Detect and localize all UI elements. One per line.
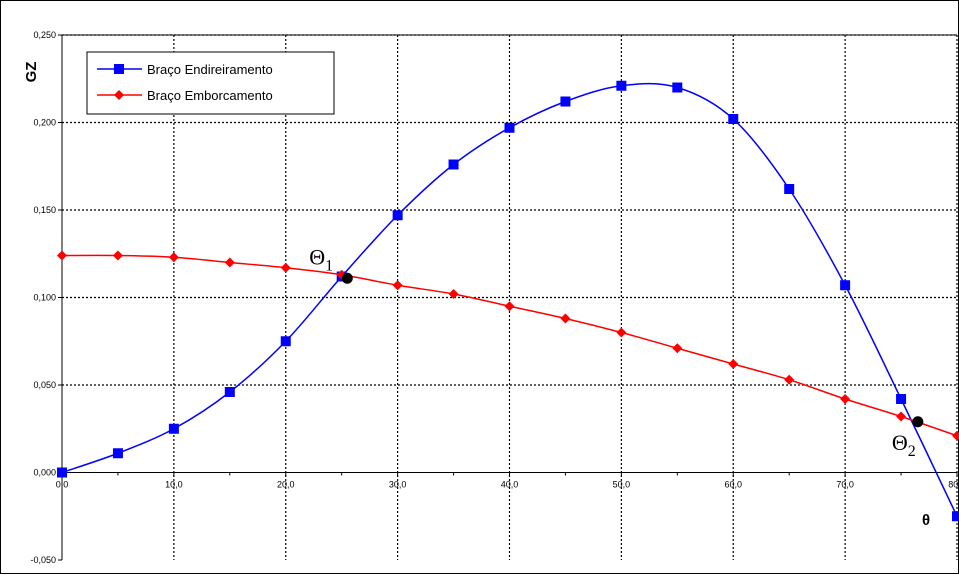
series-0-point-2 — [168, 423, 179, 434]
series-0-point-8 — [504, 122, 515, 133]
y-tick-label-4: 0,150 — [33, 205, 56, 215]
legend-box — [86, 51, 335, 115]
y-tick-label-5: 0,200 — [33, 118, 56, 128]
series-0-point-0 — [57, 467, 67, 478]
series-1-point-2 — [168, 252, 179, 263]
series-0-point-6 — [392, 210, 403, 221]
series-1-point-0 — [57, 250, 67, 261]
series — [57, 80, 959, 522]
series-0-point-11 — [672, 82, 683, 93]
series-1-point-11 — [672, 343, 683, 354]
x-tick-label-6: 60,0 — [724, 480, 742, 490]
series-0-point-3 — [224, 387, 235, 397]
axes: -0,050 0,000 0,050 0,100 0,150 0,200 0,250 0,0 1… — [30, 30, 959, 565]
series-1-point-16 — [952, 430, 959, 441]
series-1-point-9 — [560, 313, 571, 324]
series-0-point-14 — [840, 280, 851, 291]
series-1-point-4 — [280, 262, 291, 273]
intersection-point-1 — [912, 416, 924, 428]
intersection-point-0 — [341, 272, 353, 284]
series-0-point-9 — [560, 96, 571, 107]
series-1-point-14 — [840, 394, 851, 404]
series-0-point-16 — [952, 511, 959, 522]
series-1-point-1 — [112, 250, 123, 261]
legend-marker-0 — [114, 64, 124, 74]
series-0-point-13 — [784, 184, 795, 194]
y-tick-label-2: 0,050 — [33, 380, 56, 390]
series-1-point-12 — [728, 359, 739, 369]
x-tick-label-1: 10,0 — [165, 480, 183, 490]
legend-label-0: Braço Endireiramento — [147, 62, 273, 77]
y-tick-label-0: -0,050 — [30, 555, 56, 565]
series-0-point-1 — [112, 448, 123, 459]
series-1-point-8 — [504, 301, 515, 312]
x-axis-title: θ — [922, 512, 930, 529]
intersection-label-subscript-1: 2 — [908, 443, 916, 460]
series-1-point-7 — [448, 289, 459, 299]
y-tick-label-1: 0,000 — [33, 468, 56, 478]
series-0-point-12 — [728, 114, 739, 124]
x-tick-label-7: 70,0 — [836, 480, 854, 490]
series-1-point-6 — [392, 280, 403, 291]
series-1-point-10 — [616, 327, 627, 338]
series-1-point-3 — [224, 257, 235, 268]
series-0-point-4 — [280, 336, 291, 347]
y-tick-label-3: 0,100 — [33, 293, 56, 303]
legend-label-1: Braço Emborcamento — [147, 88, 273, 103]
x-tick-label-2: 20,0 — [277, 480, 295, 490]
intersection-label-subscript-0: 1 — [325, 257, 333, 274]
x-tick-label-5: 50,0 — [613, 480, 631, 490]
x-tick-label-4: 40,0 — [501, 480, 519, 490]
series-0-point-10 — [616, 80, 627, 91]
y-tick-label-6: 0,250 — [33, 30, 56, 40]
x-tick-label-3: 30,0 — [389, 480, 407, 490]
x-tick-label-8: 80,0 — [948, 480, 959, 490]
series-1-point-13 — [784, 374, 795, 385]
series-1-point-15 — [896, 411, 907, 422]
x-tick-label-0: 0,0 — [56, 480, 69, 490]
legend: Braço Endireiramento Braço Emborcamento — [86, 51, 335, 115]
series-0-point-7 — [448, 159, 459, 170]
y-axis-title: GZ — [23, 62, 40, 83]
series-0-point-15 — [896, 394, 907, 404]
legend-marker-1 — [114, 90, 124, 100]
